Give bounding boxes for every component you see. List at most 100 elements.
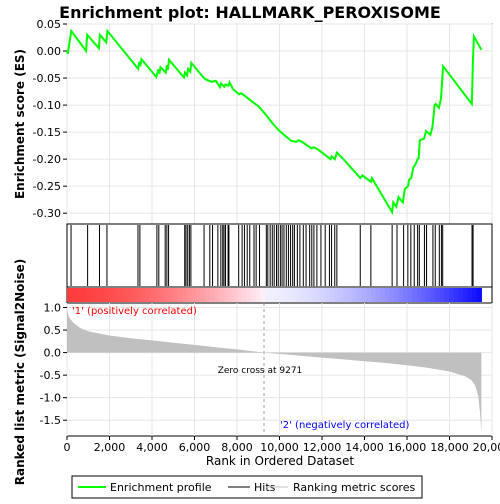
x-tick-label: 16,000 [388, 441, 427, 454]
band-segment [422, 288, 427, 302]
band-segment [95, 288, 100, 302]
band-segment [251, 288, 256, 302]
band-segment [159, 288, 164, 302]
x-tick-label: 0 [64, 441, 71, 454]
band-segment [247, 288, 252, 302]
band-segment [233, 288, 238, 302]
band-segment [242, 288, 247, 302]
band-segment [329, 288, 334, 302]
es-y-tick-label: -0.20 [33, 153, 61, 166]
metric-y-tick-label: 0.5 [44, 324, 62, 337]
band-segment [201, 288, 206, 302]
band-segment [316, 288, 321, 302]
band-segment [306, 288, 311, 302]
band-segment [214, 288, 219, 302]
band-segment [339, 288, 344, 302]
band-segment [449, 288, 454, 302]
x-tick-label: 14,000 [345, 441, 384, 454]
band-segment [454, 288, 459, 302]
legend-ranking-metric-label: Ranking metric scores [293, 481, 415, 494]
band-segment [343, 288, 348, 302]
x-tick-label: 12,000 [303, 441, 342, 454]
band-segment [237, 288, 242, 302]
band-segment [265, 288, 270, 302]
legend-enrichment-profile-label: Enrichment profile [110, 481, 212, 494]
band-segment [380, 288, 385, 302]
band-segment [85, 288, 90, 302]
band-segment [196, 288, 201, 302]
zero-cross-label: Zero cross at 9271 [218, 366, 303, 376]
band-segment [311, 288, 316, 302]
metric-y-tick-label: -1.0 [40, 392, 61, 405]
band-segment [150, 288, 155, 302]
band-segment [81, 288, 86, 302]
band-segment [366, 288, 371, 302]
band-segment [279, 288, 284, 302]
band-segment [325, 288, 330, 302]
band-segment [122, 288, 127, 302]
band-segment [168, 288, 173, 302]
x-tick-label: 4,000 [136, 441, 168, 454]
es-y-tick-label: -0.15 [33, 126, 61, 139]
rank-color-band [67, 287, 492, 303]
es-y-tick-label: 0.05 [37, 18, 62, 31]
band-segments [67, 288, 482, 302]
band-segment [297, 288, 302, 302]
band-segment [283, 288, 288, 302]
band-segment [412, 288, 417, 302]
band-segment [224, 288, 229, 302]
band-segment [477, 288, 482, 302]
band-segment [431, 288, 436, 302]
band-segment [375, 288, 380, 302]
band-segment [182, 288, 187, 302]
metric-y-tick-label: -1.5 [40, 414, 61, 427]
band-segment [348, 288, 353, 302]
band-segment [99, 288, 104, 302]
chart-title: Enrichment plot: HALLMARK_PEROXISOME [59, 3, 441, 22]
band-segment [302, 288, 307, 302]
es-y-tick-label: -0.30 [33, 207, 61, 220]
x-tick-label: 2,000 [94, 441, 126, 454]
positive-correlation-label: '1' (positively correlated) [72, 306, 197, 317]
band-segment [334, 288, 339, 302]
negative-correlation-label: '2' (negatively correlated) [280, 420, 409, 431]
band-segment [164, 288, 169, 302]
band-segment [256, 288, 261, 302]
es-y-tick-label: -0.10 [33, 99, 61, 112]
band-segment [274, 288, 279, 302]
band-segment [293, 288, 298, 302]
band-segment [435, 288, 440, 302]
band-segment [463, 288, 468, 302]
x-tick-label: 18,000 [430, 441, 469, 454]
es-y-tick-label: 0.00 [37, 45, 62, 58]
band-segment [219, 288, 224, 302]
band-segment [403, 288, 408, 302]
metric-y-axis-label: Ranked list metric (Signal2Noise) [13, 259, 27, 486]
band-segment [440, 288, 445, 302]
band-segment [389, 288, 394, 302]
band-segment [104, 288, 109, 302]
legend: Enrichment profile Hits Ranking metric s… [72, 476, 422, 498]
es-panel: 0.050.00-0.05-0.10-0.15-0.20-0.25-0.30 [33, 18, 492, 224]
band-segment [320, 288, 325, 302]
band-segment [472, 288, 477, 302]
es-y-axis-label: Enrichment score (ES) [13, 49, 27, 199]
band-segment [468, 288, 473, 302]
band-segment [108, 288, 113, 302]
band-segment [417, 288, 422, 302]
band-segment [426, 288, 431, 302]
band-segment [260, 288, 265, 302]
metric-y-tick-label: -0.5 [40, 369, 61, 382]
band-segment [357, 288, 362, 302]
band-segment [187, 288, 192, 302]
band-segment [385, 288, 390, 302]
band-segment [131, 288, 136, 302]
x-tick-label: 6,000 [179, 441, 211, 454]
es-y-tick-label: -0.25 [33, 180, 61, 193]
band-segment [76, 288, 81, 302]
band-segment [210, 288, 215, 302]
band-segment [178, 288, 183, 302]
band-segment [399, 288, 404, 302]
